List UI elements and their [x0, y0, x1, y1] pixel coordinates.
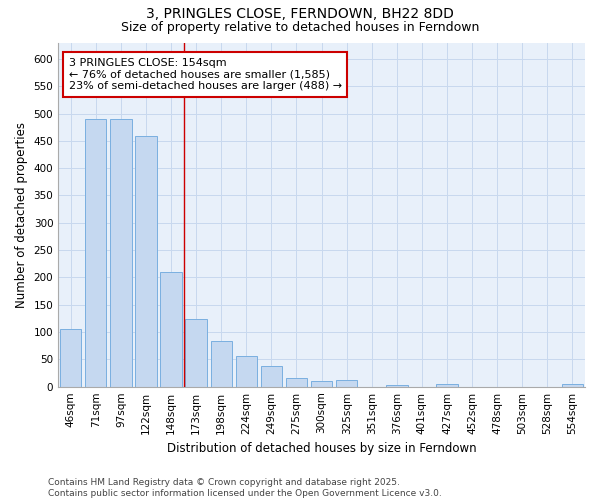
Bar	[286, 378, 307, 386]
Text: 3, PRINGLES CLOSE, FERNDOWN, BH22 8DD: 3, PRINGLES CLOSE, FERNDOWN, BH22 8DD	[146, 8, 454, 22]
Bar	[110, 119, 131, 386]
Bar	[436, 384, 458, 386]
Bar	[336, 380, 358, 386]
Text: 3 PRINGLES CLOSE: 154sqm
← 76% of detached houses are smaller (1,585)
23% of sem: 3 PRINGLES CLOSE: 154sqm ← 76% of detach…	[69, 58, 342, 91]
Bar	[136, 136, 157, 386]
Bar	[236, 356, 257, 386]
Text: Contains HM Land Registry data © Crown copyright and database right 2025.
Contai: Contains HM Land Registry data © Crown c…	[48, 478, 442, 498]
Bar	[185, 320, 207, 386]
Bar	[60, 330, 82, 386]
Bar	[85, 119, 106, 386]
Bar	[211, 342, 232, 386]
Bar	[562, 384, 583, 386]
X-axis label: Distribution of detached houses by size in Ferndown: Distribution of detached houses by size …	[167, 442, 476, 455]
Bar	[311, 381, 332, 386]
Bar	[386, 385, 407, 386]
Bar	[160, 272, 182, 386]
Bar	[261, 366, 282, 386]
Y-axis label: Number of detached properties: Number of detached properties	[15, 122, 28, 308]
Text: Size of property relative to detached houses in Ferndown: Size of property relative to detached ho…	[121, 21, 479, 34]
